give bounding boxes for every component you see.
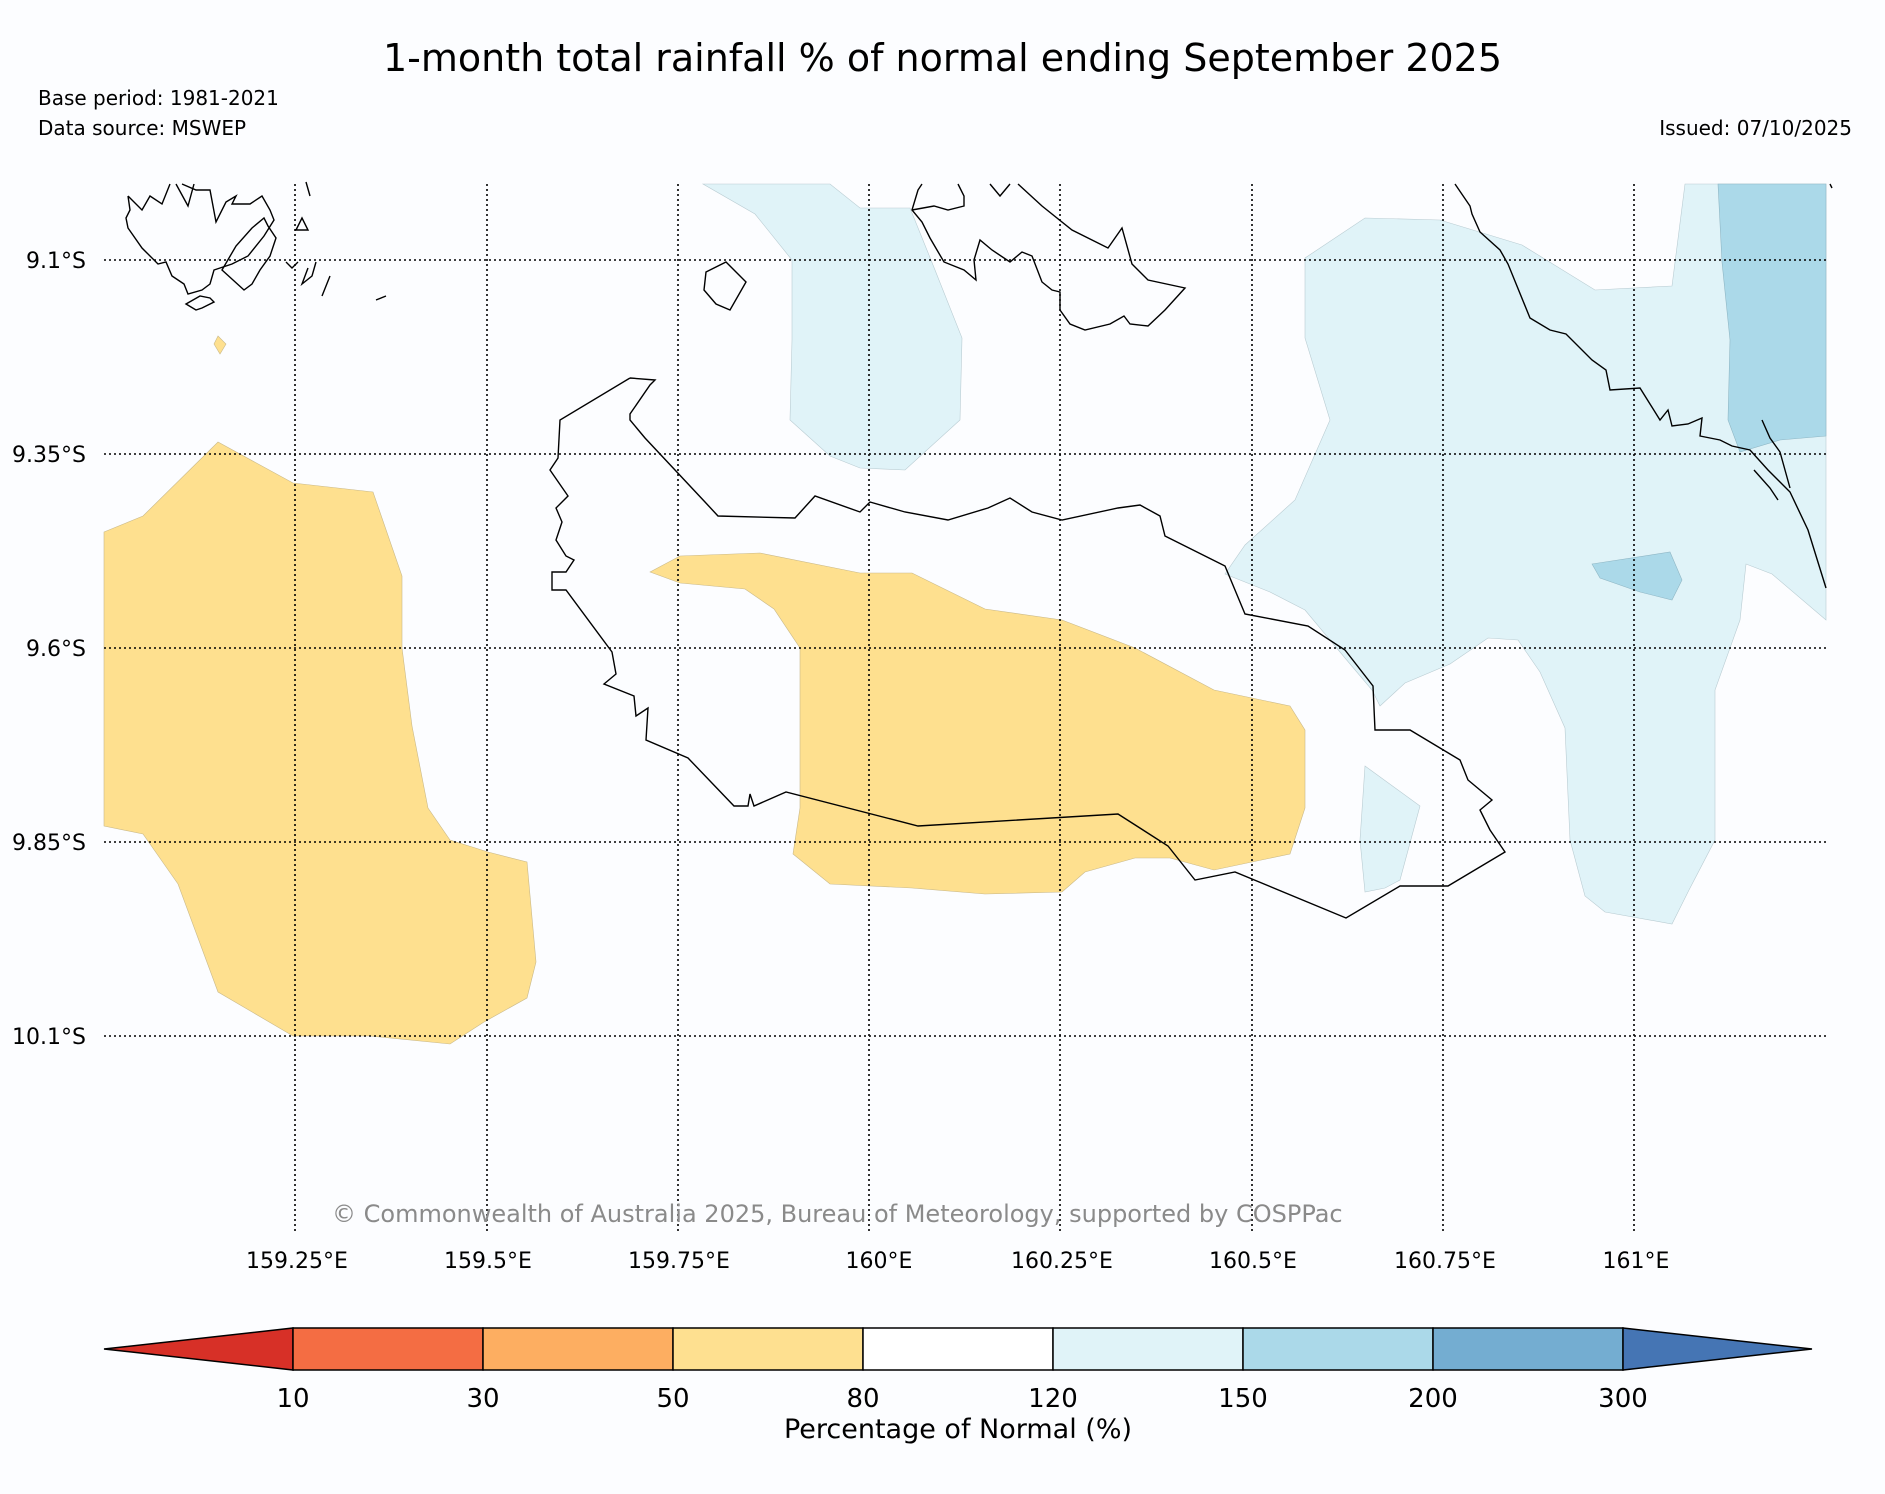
colorbar-extend-high (1622, 1327, 1813, 1371)
region-well-above-normal-northeast (1717, 183, 1827, 453)
coastline-north-islands (911, 183, 1187, 331)
data-source-label: Data source: MSWEP (38, 116, 247, 140)
lon-label: 159.75°E (628, 1249, 730, 1274)
colorbar-segment (292, 1327, 484, 1371)
coastline-guadalcanal (549, 377, 1506, 919)
colorbar: 10 30 50 80 120 150 200 300 Percentage o… (103, 1327, 1813, 1445)
colorbar-tick-label: 150 (1218, 1384, 1268, 1414)
region-well-above-normal-patch (1591, 551, 1683, 601)
chart-title: 1-month total rainfall % of normal endin… (382, 36, 1503, 80)
colorbar-segment (672, 1327, 864, 1371)
copyright-notice: © Commonwealth of Australia 2025, Bureau… (332, 1200, 1343, 1228)
region-below-normal-islet (213, 335, 227, 355)
colorbar-segment (862, 1327, 1054, 1371)
lat-label: 9.85°S (12, 831, 86, 856)
lon-label: 160°E (846, 1249, 913, 1274)
region-above-normal-southeast (1359, 765, 1421, 893)
colorbar-tick-label: 200 (1408, 1384, 1458, 1414)
colorbar-tick-label: 300 (1598, 1384, 1648, 1414)
lon-label: 159.5°E (444, 1249, 532, 1274)
coastline-florida-islands (125, 183, 275, 295)
colorbar-tick-label: 50 (656, 1384, 689, 1414)
lat-label: 10.1°S (12, 1025, 86, 1050)
shaded-regions (103, 183, 1827, 1045)
region-below-normal-west (103, 441, 537, 1045)
lon-label: 160.25°E (1011, 1249, 1113, 1274)
lon-label: 160.5°E (1209, 1249, 1297, 1274)
coastline-florida-islands-3 (285, 181, 1833, 301)
coastline-malaita (1454, 183, 1827, 589)
coastlines (125, 181, 1833, 919)
colorbar-segment (1242, 1327, 1434, 1371)
region-above-normal-east (1224, 183, 1827, 925)
lon-label: 161°E (1603, 1249, 1670, 1274)
region-below-normal-center (649, 552, 1306, 895)
latitude-labels: 9.1°S 9.35°S 9.6°S 9.85°S 10.1°S (12, 249, 86, 1050)
coastline-north-islands-2 (911, 183, 1011, 211)
lon-label: 160.75°E (1394, 1249, 1496, 1274)
coastline-malaita-2 (1753, 419, 1791, 501)
colorbar-tick-label: 10 (276, 1384, 309, 1414)
colorbar-title: Percentage of Normal (%) (784, 1414, 1132, 1445)
lat-label: 9.1°S (26, 249, 86, 274)
colorbar-segment (1052, 1327, 1244, 1371)
longitude-labels: 159.25°E 159.5°E 159.75°E 160°E 160.25°E… (246, 1249, 1669, 1274)
issued-date-label: Issued: 07/10/2025 (1659, 116, 1852, 140)
base-period-label: Base period: 1981-2021 (38, 86, 279, 110)
coastline-small-island (703, 261, 747, 311)
graticule (104, 184, 1826, 1232)
colorbar-tick-label: 120 (1028, 1384, 1078, 1414)
colorbar-tick-label: 30 (466, 1384, 499, 1414)
lon-label: 159.25°E (246, 1249, 348, 1274)
map-area: 9.1°S 9.35°S 9.6°S 9.85°S 10.1°S 159.25°… (12, 181, 1833, 1274)
colorbar-extend-low (103, 1327, 294, 1371)
colorbar-segment (482, 1327, 674, 1371)
colorbar-segment (1432, 1327, 1624, 1371)
region-above-normal-north (701, 183, 963, 471)
lat-label: 9.6°S (26, 637, 86, 662)
colorbar-tick-label: 80 (846, 1384, 879, 1414)
lat-label: 9.35°S (12, 443, 86, 468)
coastline-florida-islands-2 (184, 216, 277, 311)
